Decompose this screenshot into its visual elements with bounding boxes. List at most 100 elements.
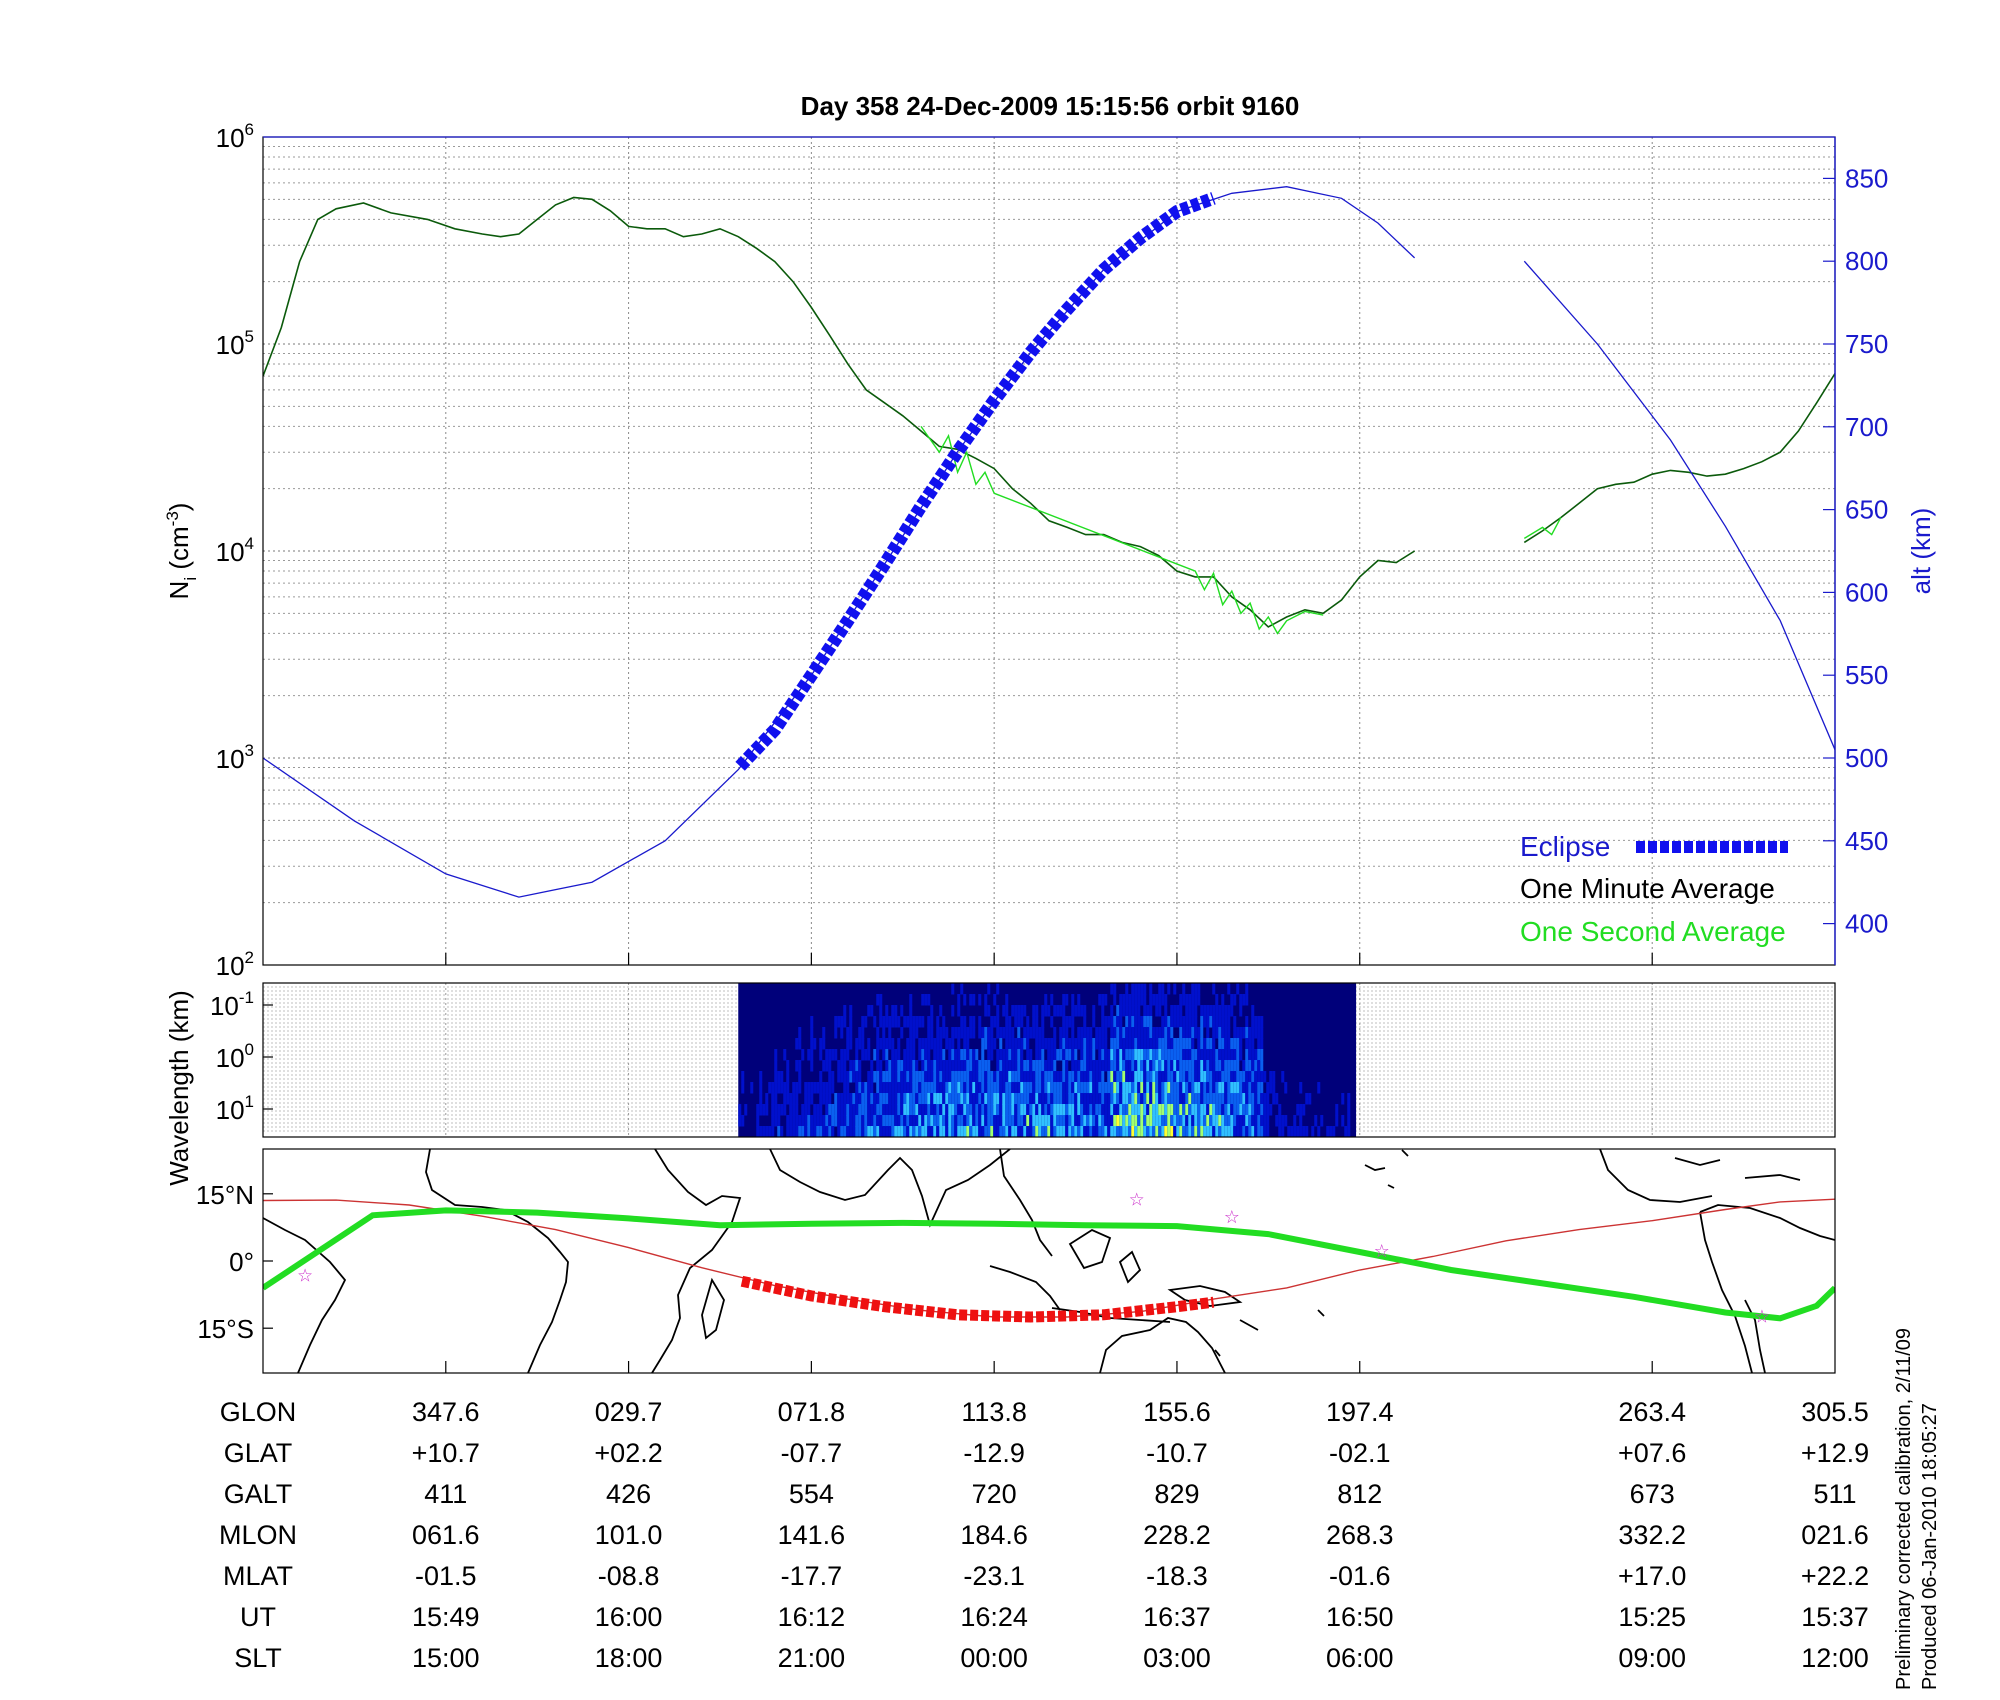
spectrogram-cell <box>906 1082 910 1094</box>
spectrogram-cell <box>1155 1093 1159 1105</box>
legend-minute-label: One Minute Average <box>1520 873 1775 904</box>
spectrogram-cell <box>1056 1071 1060 1083</box>
spectrogram-cell <box>1248 1082 1252 1094</box>
spectrogram-cell <box>1170 1126 1174 1137</box>
spectrogram-cell <box>1017 1038 1021 1050</box>
spectrogram-cell <box>1167 1060 1171 1072</box>
spectrogram-cell <box>1125 1126 1129 1137</box>
spectrogram-cell <box>1299 1082 1303 1094</box>
spectrogram-cell <box>1203 1071 1207 1083</box>
spectrogram-cell <box>1200 1071 1204 1083</box>
spectrogram-cell <box>1002 1093 1006 1105</box>
spectrogram-cell <box>825 1093 829 1105</box>
spectrogram-cell <box>1083 1126 1087 1137</box>
spectrogram-cell <box>1224 1027 1228 1039</box>
spectrogram-cell <box>1032 1016 1036 1028</box>
spectrogram-cell <box>1056 1093 1060 1105</box>
spectrogram-cell <box>945 1038 949 1050</box>
spectrogram-cell <box>1257 1071 1261 1083</box>
spectrogram-cell <box>777 1104 781 1116</box>
spectrogram-cell <box>1008 1060 1012 1072</box>
spectrogram-cell <box>1125 1005 1129 1017</box>
spectrogram-cell <box>774 1049 778 1061</box>
spectrogram-cell <box>975 1115 979 1127</box>
density-ytick-label: 103 <box>216 741 254 774</box>
spectrogram-cell <box>1179 1049 1183 1061</box>
spectrogram-cell <box>1017 1005 1021 1017</box>
spectrogram-cell <box>1161 1082 1165 1094</box>
spectrogram-cell <box>912 1126 916 1137</box>
spectrogram-cell <box>885 1104 889 1116</box>
spectrogram-cell <box>1242 1093 1246 1105</box>
spectrogram-cell <box>774 1071 778 1083</box>
series-one-second-average <box>920 425 1324 635</box>
spectrogram-cell <box>1038 1104 1042 1116</box>
spectrogram-cell <box>852 1126 856 1137</box>
table-cell: 554 <box>789 1479 834 1509</box>
spectrogram-cell <box>1101 1016 1105 1028</box>
spectrogram-cell <box>1071 1016 1075 1028</box>
spectrogram-cell <box>1008 1115 1012 1127</box>
spectrogram-cell <box>1275 1093 1279 1105</box>
spectrogram-cell <box>1095 1093 1099 1105</box>
spectrogram-cell <box>1005 1093 1009 1105</box>
spectrogram-cell <box>927 1060 931 1072</box>
spectrogram-cell <box>762 1104 766 1116</box>
spectrogram-cell <box>1227 1016 1231 1028</box>
table-cell: 21:00 <box>778 1643 846 1673</box>
spectrogram-cell <box>1218 1049 1222 1061</box>
spectrogram-cell <box>1161 1104 1165 1116</box>
spectrogram-cell <box>1101 1093 1105 1105</box>
spectrogram-cell <box>1032 1027 1036 1039</box>
spectrogram-cell <box>855 1049 859 1061</box>
spectrogram-cell <box>1116 1093 1120 1105</box>
spectrogram-cell <box>1131 1082 1135 1094</box>
spectrogram-cell <box>1179 1104 1183 1116</box>
spectrogram-cell <box>798 1060 802 1072</box>
spectrogram-cell <box>1011 1115 1015 1127</box>
spectrogram-cell <box>885 1038 889 1050</box>
spectrogram-cell <box>1017 1082 1021 1094</box>
table-cell: 021.6 <box>1801 1520 1869 1550</box>
spectrogram-cell <box>1113 1071 1117 1083</box>
spectrogram-cell <box>951 1093 955 1105</box>
spectrogram-cell <box>897 1016 901 1028</box>
spectrogram-cell <box>1185 1027 1189 1039</box>
spectrogram-cell <box>1083 1071 1087 1083</box>
spectrogram-cell <box>1107 1126 1111 1137</box>
altitude-ytick-label: 850 <box>1845 163 1888 193</box>
spectrogram-cell <box>1080 1126 1084 1137</box>
spectrogram-cell <box>795 1038 799 1050</box>
spectrogram-cell <box>927 1071 931 1083</box>
spectrogram-cell <box>1134 1016 1138 1028</box>
spectrogram-cell <box>903 1071 907 1083</box>
table-cell: +17.0 <box>1618 1561 1686 1591</box>
spectrogram-cell <box>1155 1071 1159 1083</box>
spectrogram-cell <box>1059 1115 1063 1127</box>
spectrogram-cell <box>1230 1115 1234 1127</box>
spectrogram-cell <box>1260 1016 1264 1028</box>
spectrogram-cell <box>897 1049 901 1061</box>
spectrogram-cell <box>870 1005 874 1017</box>
spectrogram-cell <box>930 1104 934 1116</box>
spectrogram-cell <box>885 1016 889 1028</box>
spectrogram-cell <box>1227 1071 1231 1083</box>
spectrogram-cell <box>1236 1104 1240 1116</box>
spectrogram-cell <box>786 1060 790 1072</box>
spectrogram-cell <box>1209 1016 1213 1028</box>
spectrogram-cell <box>1044 1005 1048 1017</box>
spectrogram-cell <box>1167 1027 1171 1039</box>
legend-second-label: One Second Average <box>1520 916 1786 947</box>
spectrogram-cell <box>942 1082 946 1094</box>
spectrogram-cell <box>912 1104 916 1116</box>
spectrogram-cell <box>1206 1016 1210 1028</box>
spectrogram-cell <box>1164 994 1168 1006</box>
spectrogram-cell <box>810 1093 814 1105</box>
spectrogram-cell <box>840 1071 844 1083</box>
spectrogram-cell <box>819 1049 823 1061</box>
spectrogram-cell <box>837 1016 841 1028</box>
spectrogram-cell <box>1092 1071 1096 1083</box>
spectrogram-cell <box>960 1060 964 1072</box>
